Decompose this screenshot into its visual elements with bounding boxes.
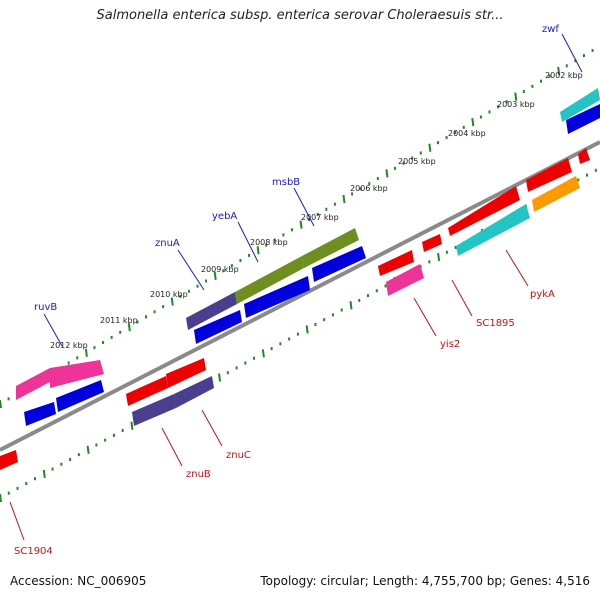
gene-pykA[interactable] — [532, 176, 580, 212]
label-msbB: msbB — [272, 177, 300, 188]
major-tick — [42, 469, 46, 479]
leader-znuC — [201, 409, 223, 447]
major-tick — [261, 349, 265, 358]
major-tick — [305, 325, 309, 334]
kbp-label-2003: 2003 kbp — [497, 100, 535, 109]
major-tick — [218, 373, 222, 382]
leader-ruvB — [43, 313, 63, 347]
major-tick — [557, 66, 561, 76]
major-tick — [213, 271, 217, 281]
label-SC1895: SC1895 — [476, 318, 515, 329]
gene-red-4[interactable] — [378, 250, 414, 276]
major-tick — [437, 252, 441, 262]
label-yebA: yebA — [212, 211, 237, 222]
leader-zwf — [561, 33, 583, 73]
label-pykA: pykA — [530, 289, 555, 300]
major-tick — [299, 220, 303, 229]
genome-title: Salmonella enterica subsp. enterica sero… — [96, 8, 504, 23]
kbp-label-2010: 2010 kbp — [150, 290, 188, 299]
kbp-label-2005: 2005 kbp — [398, 157, 436, 166]
kbp-label-2009: 2009 kbp — [201, 265, 239, 274]
label-znuA: znuA — [155, 238, 180, 249]
major-tick — [130, 421, 134, 430]
label-zwf: zwf — [542, 24, 559, 35]
kbp-label-2008: 2008 kbp — [250, 238, 288, 247]
gene-red-6[interactable] — [448, 186, 520, 236]
gene-znuB[interactable] — [132, 394, 176, 426]
gene-znuC[interactable] — [174, 376, 214, 408]
gene-red-8[interactable] — [578, 148, 590, 164]
gene-blue-6[interactable] — [566, 104, 600, 134]
label-yis2: yis2 — [440, 339, 460, 350]
kbp-label-2012: 2012 kbp — [50, 341, 88, 350]
gene-red-2[interactable] — [126, 376, 168, 406]
gene-blue-5[interactable] — [312, 246, 366, 282]
gene-znuA[interactable] — [186, 292, 237, 330]
gene-SC1895[interactable] — [456, 204, 530, 256]
leader-pykA — [505, 249, 529, 287]
major-tick — [471, 118, 475, 127]
kbp-label-2007: 2007 kbp — [301, 213, 339, 222]
leader-SC1895 — [451, 279, 473, 317]
gene-blue-4[interactable] — [244, 276, 310, 318]
major-tick — [342, 194, 346, 204]
major-tick — [170, 297, 174, 306]
gene-yebA[interactable] — [235, 256, 304, 304]
label-znuC: znuC — [226, 450, 251, 461]
leader-znuB — [161, 427, 183, 467]
gene-blue-2[interactable] — [56, 380, 104, 412]
gene-blue-3[interactable] — [194, 310, 242, 344]
major-tick — [349, 301, 353, 310]
gene-red-5[interactable] — [422, 234, 442, 252]
leader-yis2 — [413, 297, 437, 337]
gene-ruvC[interactable] — [50, 360, 104, 388]
kbp-label-2002: 2002 kbp — [545, 71, 583, 80]
leader-yebA — [237, 221, 259, 263]
gene-yis2[interactable] — [386, 264, 424, 296]
label-ruvB: ruvB — [34, 302, 57, 313]
gene-ruvB[interactable] — [16, 368, 50, 400]
gene-red-3[interactable] — [166, 358, 206, 388]
gene-zwf[interactable] — [560, 88, 600, 122]
kbp-label-2006: 2006 kbp — [350, 184, 388, 193]
label-znuB: znuB — [186, 469, 211, 480]
kbp-label-2011: 2011 kbp — [100, 316, 138, 325]
major-tick — [0, 493, 2, 503]
kbp-label-2004: 2004 kbp — [448, 129, 486, 138]
gene-blue-1[interactable] — [24, 402, 56, 426]
major-tick — [127, 323, 131, 332]
accession-text: Accession: NC_006905 — [10, 574, 147, 588]
gene-red-1[interactable] — [0, 450, 18, 470]
leader-znuA — [177, 249, 205, 291]
major-tick — [86, 445, 90, 454]
leader-SC1904 — [9, 501, 25, 541]
major-tick — [428, 143, 432, 152]
label-SC1904: SC1904 — [14, 546, 53, 557]
major-tick — [256, 246, 260, 255]
genome-backbone — [0, 140, 600, 452]
gene-msbB[interactable] — [302, 228, 359, 268]
major-tick — [0, 399, 2, 409]
major-tick — [385, 169, 389, 178]
major-tick — [514, 92, 518, 101]
gene-red-7[interactable] — [526, 158, 572, 192]
topology-text: Topology: circular; Length: 4,755,700 bp… — [260, 574, 590, 588]
leader-msbB — [293, 187, 315, 227]
major-tick — [84, 348, 88, 357]
